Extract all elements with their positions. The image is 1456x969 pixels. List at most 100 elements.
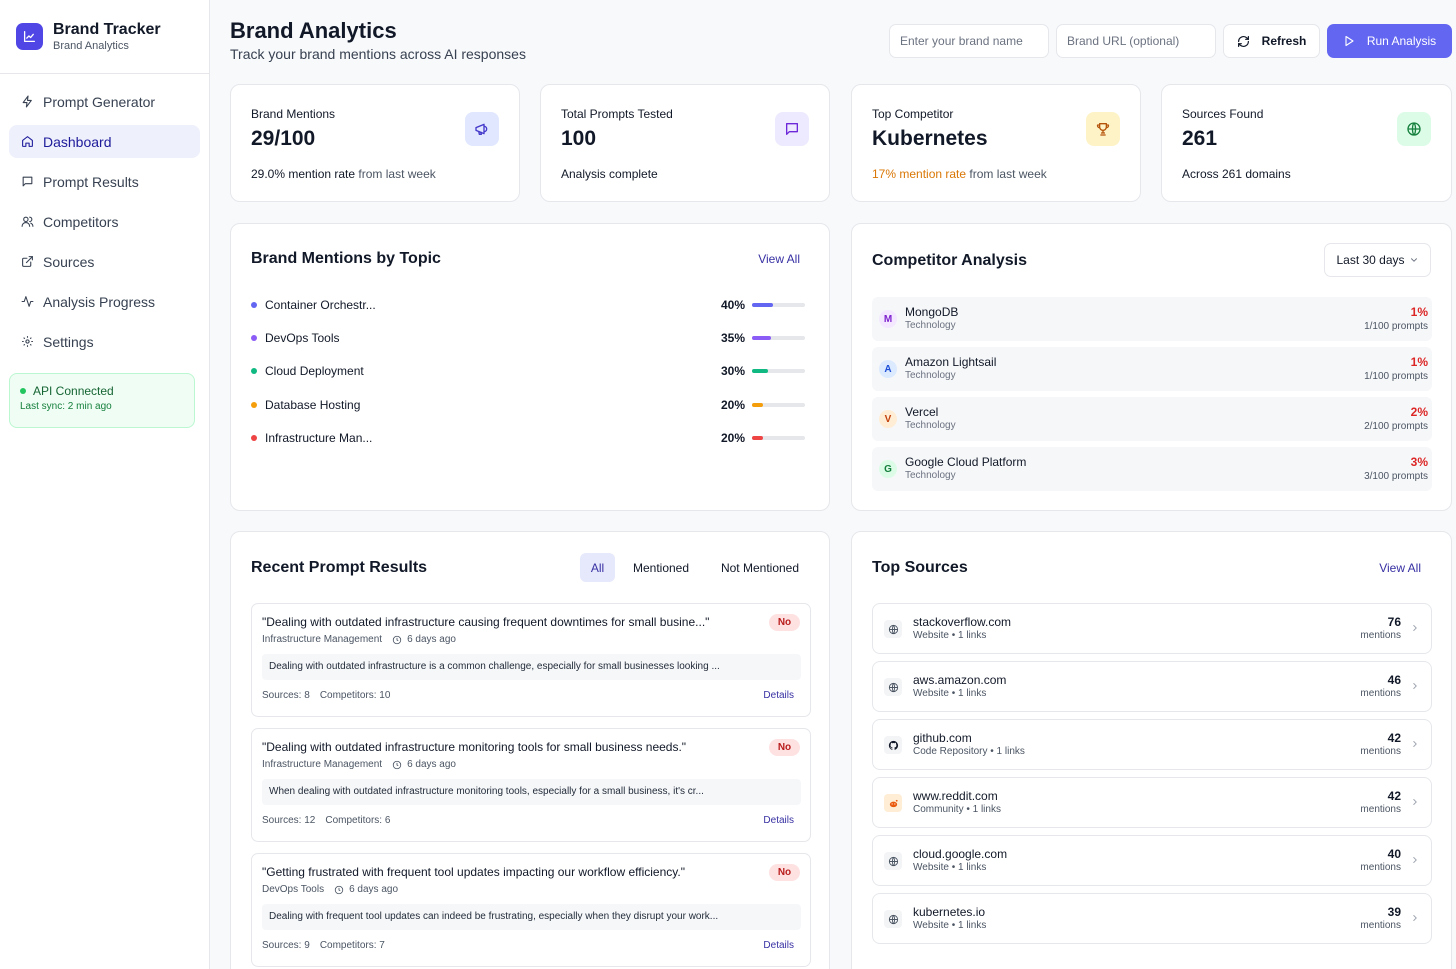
topic-dot-icon	[251, 335, 257, 341]
source-type: Code Repository • 1 links	[913, 746, 1025, 757]
avatar: G	[879, 460, 897, 478]
brand-name-input[interactable]	[889, 24, 1049, 58]
stat-label: Total Prompts Tested	[561, 107, 673, 121]
brand-url-input[interactable]	[1056, 24, 1216, 58]
stat-card-total-prompts: Total Prompts Tested 100 Analysis comple…	[540, 84, 830, 202]
source-row[interactable]: github.com Code Repository • 1 links 42 …	[872, 719, 1432, 770]
avatar: V	[879, 410, 897, 428]
chevron-right-icon	[1410, 680, 1420, 695]
competitor-name: Amazon Lightsail	[905, 355, 997, 369]
topic-bar-fill	[752, 436, 763, 440]
sidebar-item-sources[interactable]: Sources	[9, 245, 200, 278]
avatar: A	[879, 360, 897, 378]
topic-row: Container Orchestr... 40%	[251, 295, 811, 315]
sidebar-item-label: Prompt Results	[43, 173, 139, 190]
refresh-button[interactable]: Refresh	[1223, 24, 1320, 58]
app-title: Brand Tracker	[53, 20, 161, 38]
details-link[interactable]: Details	[763, 815, 794, 826]
competitor-name: Google Cloud Platform	[905, 455, 1027, 469]
sidebar-item-label: Sources	[43, 253, 95, 270]
sidebar-item-label: Analysis Progress	[43, 293, 156, 310]
status-dot-icon	[20, 388, 26, 394]
filter-all-tab[interactable]: All	[580, 553, 615, 582]
status-badge: No	[769, 739, 800, 756]
stat-value: 29/100	[251, 127, 316, 150]
page-title: Brand Analytics	[230, 18, 397, 43]
date-range-value: Last 30 days	[1336, 253, 1405, 267]
filter-not-mentioned-tab[interactable]: Not Mentioned	[720, 560, 800, 575]
sidebar-item-competitors[interactable]: Competitors	[9, 205, 200, 238]
source-row[interactable]: stackoverflow.com Website • 1 links 76 m…	[872, 603, 1432, 654]
result-item[interactable]: "Getting frustrated with frequent tool u…	[251, 853, 811, 967]
result-item[interactable]: "Dealing with outdated infrastructure ca…	[251, 603, 811, 717]
details-link[interactable]: Details	[763, 940, 794, 951]
sidebar-item-prompt-generator[interactable]: Prompt Generator	[9, 85, 200, 118]
gear-icon	[20, 335, 34, 349]
source-unit: mentions	[1360, 804, 1401, 815]
topic-bar	[752, 369, 805, 373]
result-question: "Getting frustrated with frequent tool u…	[262, 865, 685, 879]
result-sources: Sources: 9	[262, 940, 310, 951]
external-link-icon	[20, 255, 34, 269]
competitor-prompts: 3/100 prompts	[1364, 471, 1428, 482]
filter-mentioned-tab[interactable]: Mentioned	[632, 560, 690, 575]
source-domain: kubernetes.io	[913, 905, 986, 919]
details-link[interactable]: Details	[763, 690, 794, 701]
source-row[interactable]: www.reddit.com Community • 1 links 42 me…	[872, 777, 1432, 828]
status-badge: No	[769, 864, 800, 881]
competitors-card: Competitor Analysis Last 30 days M Mongo…	[851, 223, 1452, 511]
topic-percent: 20%	[720, 398, 745, 412]
clock-icon	[392, 635, 402, 645]
competitor-prompts: 1/100 prompts	[1364, 321, 1428, 332]
competitor-category: Technology	[905, 470, 956, 481]
sources-view-all-link[interactable]: View All	[1379, 561, 1421, 575]
source-row[interactable]: aws.amazon.com Website • 1 links 46 ment…	[872, 661, 1432, 712]
sidebar-item-analysis-progress[interactable]: Analysis Progress	[9, 285, 200, 318]
refresh-icon	[1237, 35, 1250, 48]
chevron-right-icon	[1410, 854, 1420, 869]
avatar: M	[879, 310, 897, 328]
sidebar-nav: Prompt Generator Dashboard Prompt Result…	[0, 74, 209, 358]
topic-row: Infrastructure Man... 20%	[251, 428, 811, 448]
source-domain: www.reddit.com	[913, 789, 998, 803]
topic-name: Container Orchestr...	[265, 298, 376, 312]
home-icon	[20, 135, 34, 149]
date-range-select[interactable]: Last 30 days	[1324, 243, 1431, 277]
result-preview: Dealing with frequent tool updates can i…	[262, 904, 801, 930]
source-unit: mentions	[1360, 862, 1401, 873]
topic-name: DevOps Tools	[265, 331, 340, 345]
topic-bar	[752, 436, 805, 440]
competitor-row[interactable]: V Vercel Technology 2% 2/100 prompts	[872, 397, 1432, 441]
competitor-row[interactable]: G Google Cloud Platform Technology 3% 3/…	[872, 447, 1432, 491]
competitor-row[interactable]: A Amazon Lightsail Technology 1% 1/100 p…	[872, 347, 1432, 391]
topic-bar-fill	[752, 303, 774, 307]
sidebar-item-prompt-results[interactable]: Prompt Results	[9, 165, 200, 198]
source-domain: stackoverflow.com	[913, 615, 1012, 629]
last-sync-text: Last sync: 2 min ago	[20, 401, 112, 412]
run-analysis-button[interactable]: Run Analysis	[1327, 24, 1452, 58]
stat-foot-strong: 29.0% mention rate	[251, 167, 356, 181]
topics-view-all-link[interactable]: View All	[758, 252, 800, 266]
globe-icon	[884, 852, 902, 870]
megaphone-icon	[465, 112, 499, 146]
source-type: Website • 1 links	[913, 688, 987, 699]
topics-title: Brand Mentions by Topic	[251, 250, 441, 267]
clock-icon	[392, 760, 402, 770]
globe-icon	[1397, 112, 1431, 146]
result-preview: Dealing with outdated infrastructure is …	[262, 654, 801, 680]
stat-label: Top Competitor	[872, 107, 954, 121]
sidebar-item-settings[interactable]: Settings	[9, 325, 200, 358]
source-row[interactable]: kubernetes.io Website • 1 links 39 menti…	[872, 893, 1432, 944]
competitor-percent: 2%	[1410, 405, 1428, 419]
result-sources: Sources: 12	[262, 815, 316, 826]
competitor-row[interactable]: M MongoDB Technology 1% 1/100 prompts	[872, 297, 1432, 341]
sidebar-item-dashboard[interactable]: Dashboard	[9, 125, 200, 158]
stat-foot-strong: Analysis complete	[561, 167, 658, 181]
source-row[interactable]: cloud.google.com Website • 1 links 40 me…	[872, 835, 1432, 886]
sidebar-item-label: Prompt Generator	[43, 93, 156, 110]
sidebar-item-label: Settings	[43, 333, 94, 350]
source-count: 46	[1387, 673, 1401, 687]
result-item[interactable]: "Dealing with outdated infrastructure mo…	[251, 728, 811, 842]
result-topic: Infrastructure Management	[262, 634, 383, 645]
source-type: Community • 1 links	[913, 804, 1001, 815]
